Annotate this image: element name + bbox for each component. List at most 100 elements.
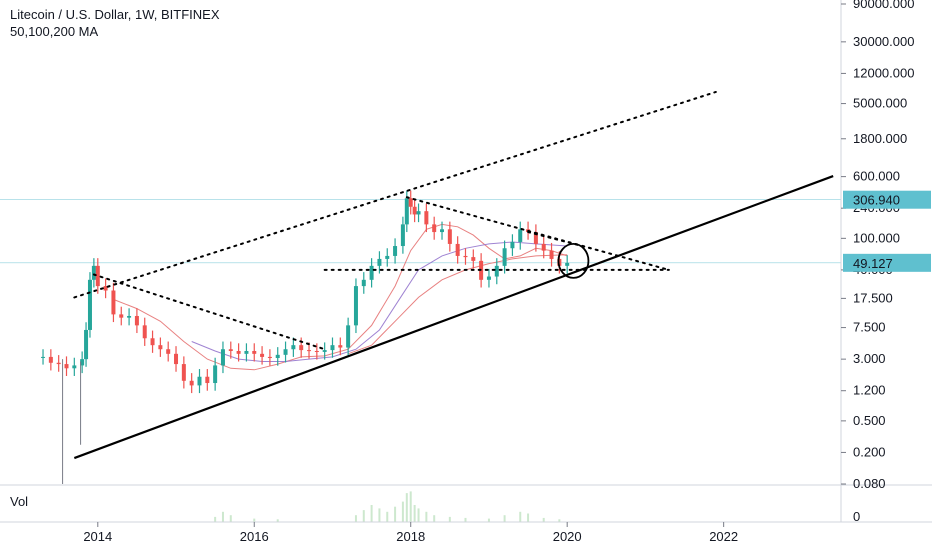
price-candle-body [84,329,89,360]
price-candle-body [142,325,147,339]
price-candle-body [408,198,413,207]
volume-bar [417,508,420,522]
price-candle-body [166,349,171,354]
price-candle-body [424,211,429,225]
price-candle-body [236,350,241,354]
price-candle-body [432,224,437,233]
price-candle-body [103,286,108,291]
price-candle-body [494,265,499,277]
price-candle-body [412,206,417,215]
volume-bar [464,517,467,522]
price-candle-body [393,246,398,256]
price-candle-body [127,315,132,318]
price-candle-body [220,349,225,366]
price-candle-body [533,232,538,244]
indicator-label[interactable]: 50,100,200 MA [10,24,99,39]
price-candle-body [541,243,546,251]
y-tick-label: 5000.000 [853,96,907,111]
price-candle-body [91,265,96,280]
price-layer [41,190,570,484]
price-candle-body [361,279,366,287]
dotted-trendline [92,273,326,351]
price-candle-body [502,248,507,266]
price-candle-body [404,198,409,225]
price-candle-body [150,338,155,346]
volume-layer [214,491,561,522]
price-candle-body [416,211,421,215]
volume-bar [448,516,451,522]
price-candle-body [291,345,296,350]
y-tick-label: 0.200 [853,444,886,459]
price-candle-body [213,365,218,384]
volume-tick-label: 0 [853,509,860,524]
price-candle-body [314,350,319,352]
y-tick-label: 1800.000 [853,131,907,146]
volume-bar [542,517,545,522]
price-candle-body [322,350,327,352]
chart-legend: Litecoin / U.S. Dollar, 1W, BITFINEX 50,… [10,6,220,40]
price-candle-body [158,345,163,350]
y-tick-label: 600.000 [853,169,900,184]
price-badge-label[interactable]: 306.940 [853,193,900,208]
x-tick-label: 2018 [396,529,425,544]
volume-bar [409,491,412,522]
price-candle-body [197,376,202,386]
price-candle-body [330,345,335,351]
price-candle-body [510,241,515,249]
price-candle-body [353,286,358,326]
price-candle-body [283,349,288,355]
x-tick-label: 2022 [709,529,738,544]
price-candle-body [471,257,476,261]
price-candle-body [486,276,491,280]
trend-drawings [73,90,834,460]
volume-bar [433,515,436,522]
price-badge-label[interactable]: 49.127 [853,256,893,271]
x-tick-label: 2014 [83,529,112,544]
volume-bar [370,505,373,522]
volume-bar [405,493,408,522]
price-candle-body [549,250,554,259]
x-tick-label: 2016 [240,529,269,544]
dotted-trendline [405,196,670,271]
price-candle-body [48,356,53,363]
price-candle-body [369,265,374,280]
highlight-circle [557,242,590,279]
price-candle-body [252,350,257,354]
y-tick-label: 0.080 [853,476,886,491]
price-candle-body [205,376,210,384]
price-candle-body [189,380,194,386]
symbol-title[interactable]: Litecoin / U.S. Dollar, 1W, BITFINEX [10,7,220,22]
ma-line-ma-50 [113,223,568,371]
price-candle-body [338,345,343,348]
ma-line-ma-200 [347,254,568,355]
volume-bar [503,515,506,522]
price-candle-body [463,255,468,258]
price-candle-body [346,325,351,348]
volume-bar [401,501,404,522]
price-candle-body [565,262,570,266]
price-candle-body [260,353,265,357]
price-candle-body [518,229,523,242]
price-candle-body [275,354,280,359]
price-candle-body [307,350,312,352]
volume-bar [362,510,365,522]
volume-bar [527,513,530,522]
volume-bar [386,511,389,522]
price-candle-body [385,255,390,259]
price-candle-body [181,364,186,381]
volume-label[interactable]: Vol [10,494,29,509]
dotted-trendline [73,90,717,299]
y-tick-label: 90000.000 [853,0,914,11]
price-badge [843,190,931,209]
y-tick-label: 0.500 [853,413,886,428]
y-tick-label: 1.200 [853,383,886,398]
volume-bar [558,519,561,522]
price-candle-body [134,315,139,326]
volume-bar [354,515,357,522]
price-badge [843,253,931,272]
y-tick-label: 30000.000 [853,34,914,49]
volume-bar [253,518,256,522]
support-trendline [73,175,834,460]
